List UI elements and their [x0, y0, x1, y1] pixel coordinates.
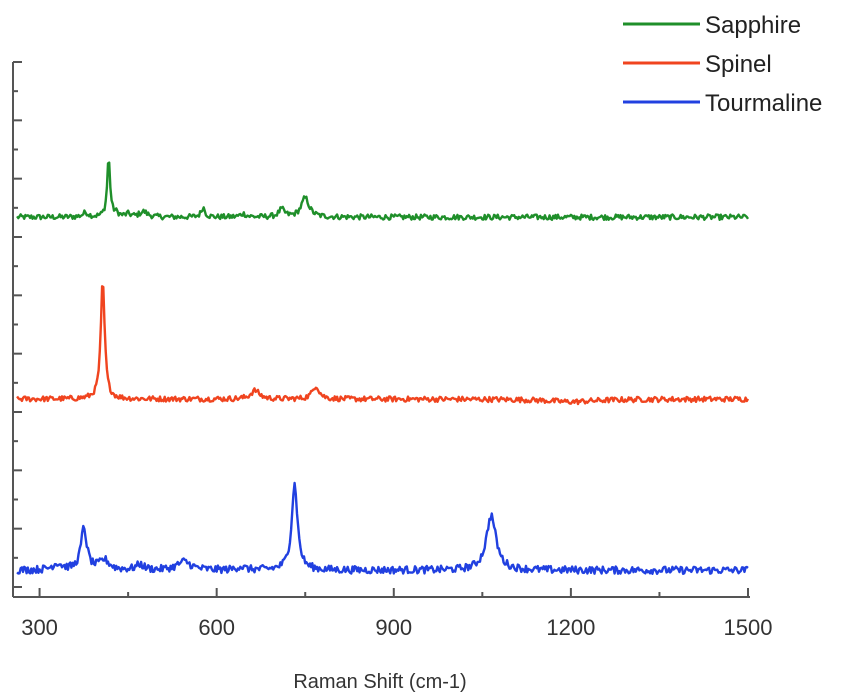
plot-series [16, 161, 750, 575]
series-line-tourmaline [16, 481, 749, 575]
x-tick-label: 300 [21, 615, 58, 640]
x-tick-label: 1500 [724, 615, 773, 640]
legend-label-sapphire: Sapphire [705, 12, 801, 39]
x-tick-label: 1200 [546, 615, 595, 640]
x-axis-ticks: 300 600 900 1200 1500 [21, 588, 772, 640]
y-axis-ticks [13, 61, 22, 588]
legend-label-tourmaline: Tourmaline [705, 90, 822, 117]
x-tick-label: 600 [198, 615, 235, 640]
series-line-spinel [16, 285, 750, 406]
series-line-sapphire [16, 161, 750, 222]
x-tick-label: 900 [375, 615, 412, 640]
chart-axes: 300 600 900 1200 1500 [12, 61, 772, 640]
legend-label-spinel: Spinel [705, 51, 772, 78]
chart-legend: Sapphire Spinel Tourmaline [623, 12, 822, 117]
x-axis-title: Raman Shift (cm-1) [293, 671, 466, 693]
